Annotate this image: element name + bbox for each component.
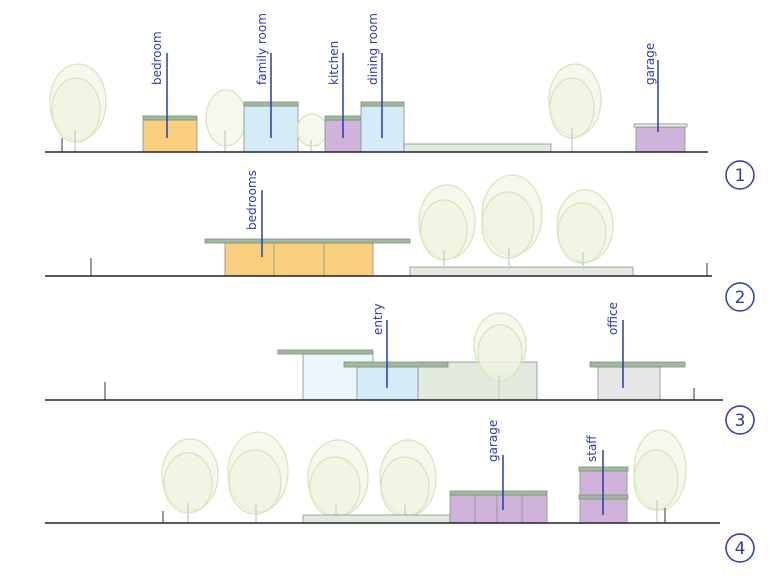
tree (161, 438, 219, 523)
tree (227, 431, 289, 523)
elevation-number: 3 (735, 411, 746, 431)
tree (633, 429, 687, 523)
roof (343, 361, 449, 368)
label-dining-room: dining room (366, 13, 380, 85)
elevation-number-badge (725, 160, 755, 190)
elevation-3: entry office 3 (45, 302, 755, 435)
label-family-room: family room (255, 13, 269, 85)
elevation-2: bedrooms 2 (45, 170, 755, 312)
tree (296, 113, 328, 152)
elevation-number-badge (725, 533, 755, 563)
label-entry: entry (371, 303, 385, 335)
tree (548, 63, 602, 152)
label-bedrooms: bedrooms (245, 170, 259, 230)
tree (556, 189, 614, 270)
tree (379, 439, 437, 523)
label-garage: garage (486, 420, 500, 462)
terrace-slab (403, 143, 552, 153)
elevation-4: garage staff 4 (45, 420, 755, 563)
elevation-number: 2 (735, 288, 746, 308)
roof (449, 490, 548, 496)
elevation-number-badge (725, 405, 755, 435)
garage-block (635, 126, 686, 153)
label-garage: garage (643, 43, 657, 85)
label-office: office (606, 302, 620, 335)
terrace-slab (302, 514, 451, 524)
roof (589, 361, 686, 368)
elevation-number: 1 (735, 166, 746, 186)
roof (142, 115, 198, 121)
roof (633, 123, 688, 128)
label-staff: staff (585, 435, 599, 462)
bedrooms-block (224, 242, 374, 277)
tree (418, 184, 476, 270)
roof (204, 238, 411, 244)
elevation-number: 4 (735, 539, 746, 559)
office-block (597, 366, 661, 401)
label-bedroom: bedroom (150, 31, 164, 85)
tree (49, 63, 107, 152)
elevation-1: bedroom family room kitchen dining room … (45, 13, 755, 190)
bedroom-block (142, 119, 198, 153)
garage-block (449, 494, 548, 524)
label-kitchen: kitchen (327, 41, 341, 85)
tree (473, 312, 527, 400)
tree (307, 439, 369, 523)
tree (481, 174, 543, 270)
roof (277, 349, 374, 355)
elevation-number-badge (725, 282, 755, 312)
tree (205, 89, 247, 152)
